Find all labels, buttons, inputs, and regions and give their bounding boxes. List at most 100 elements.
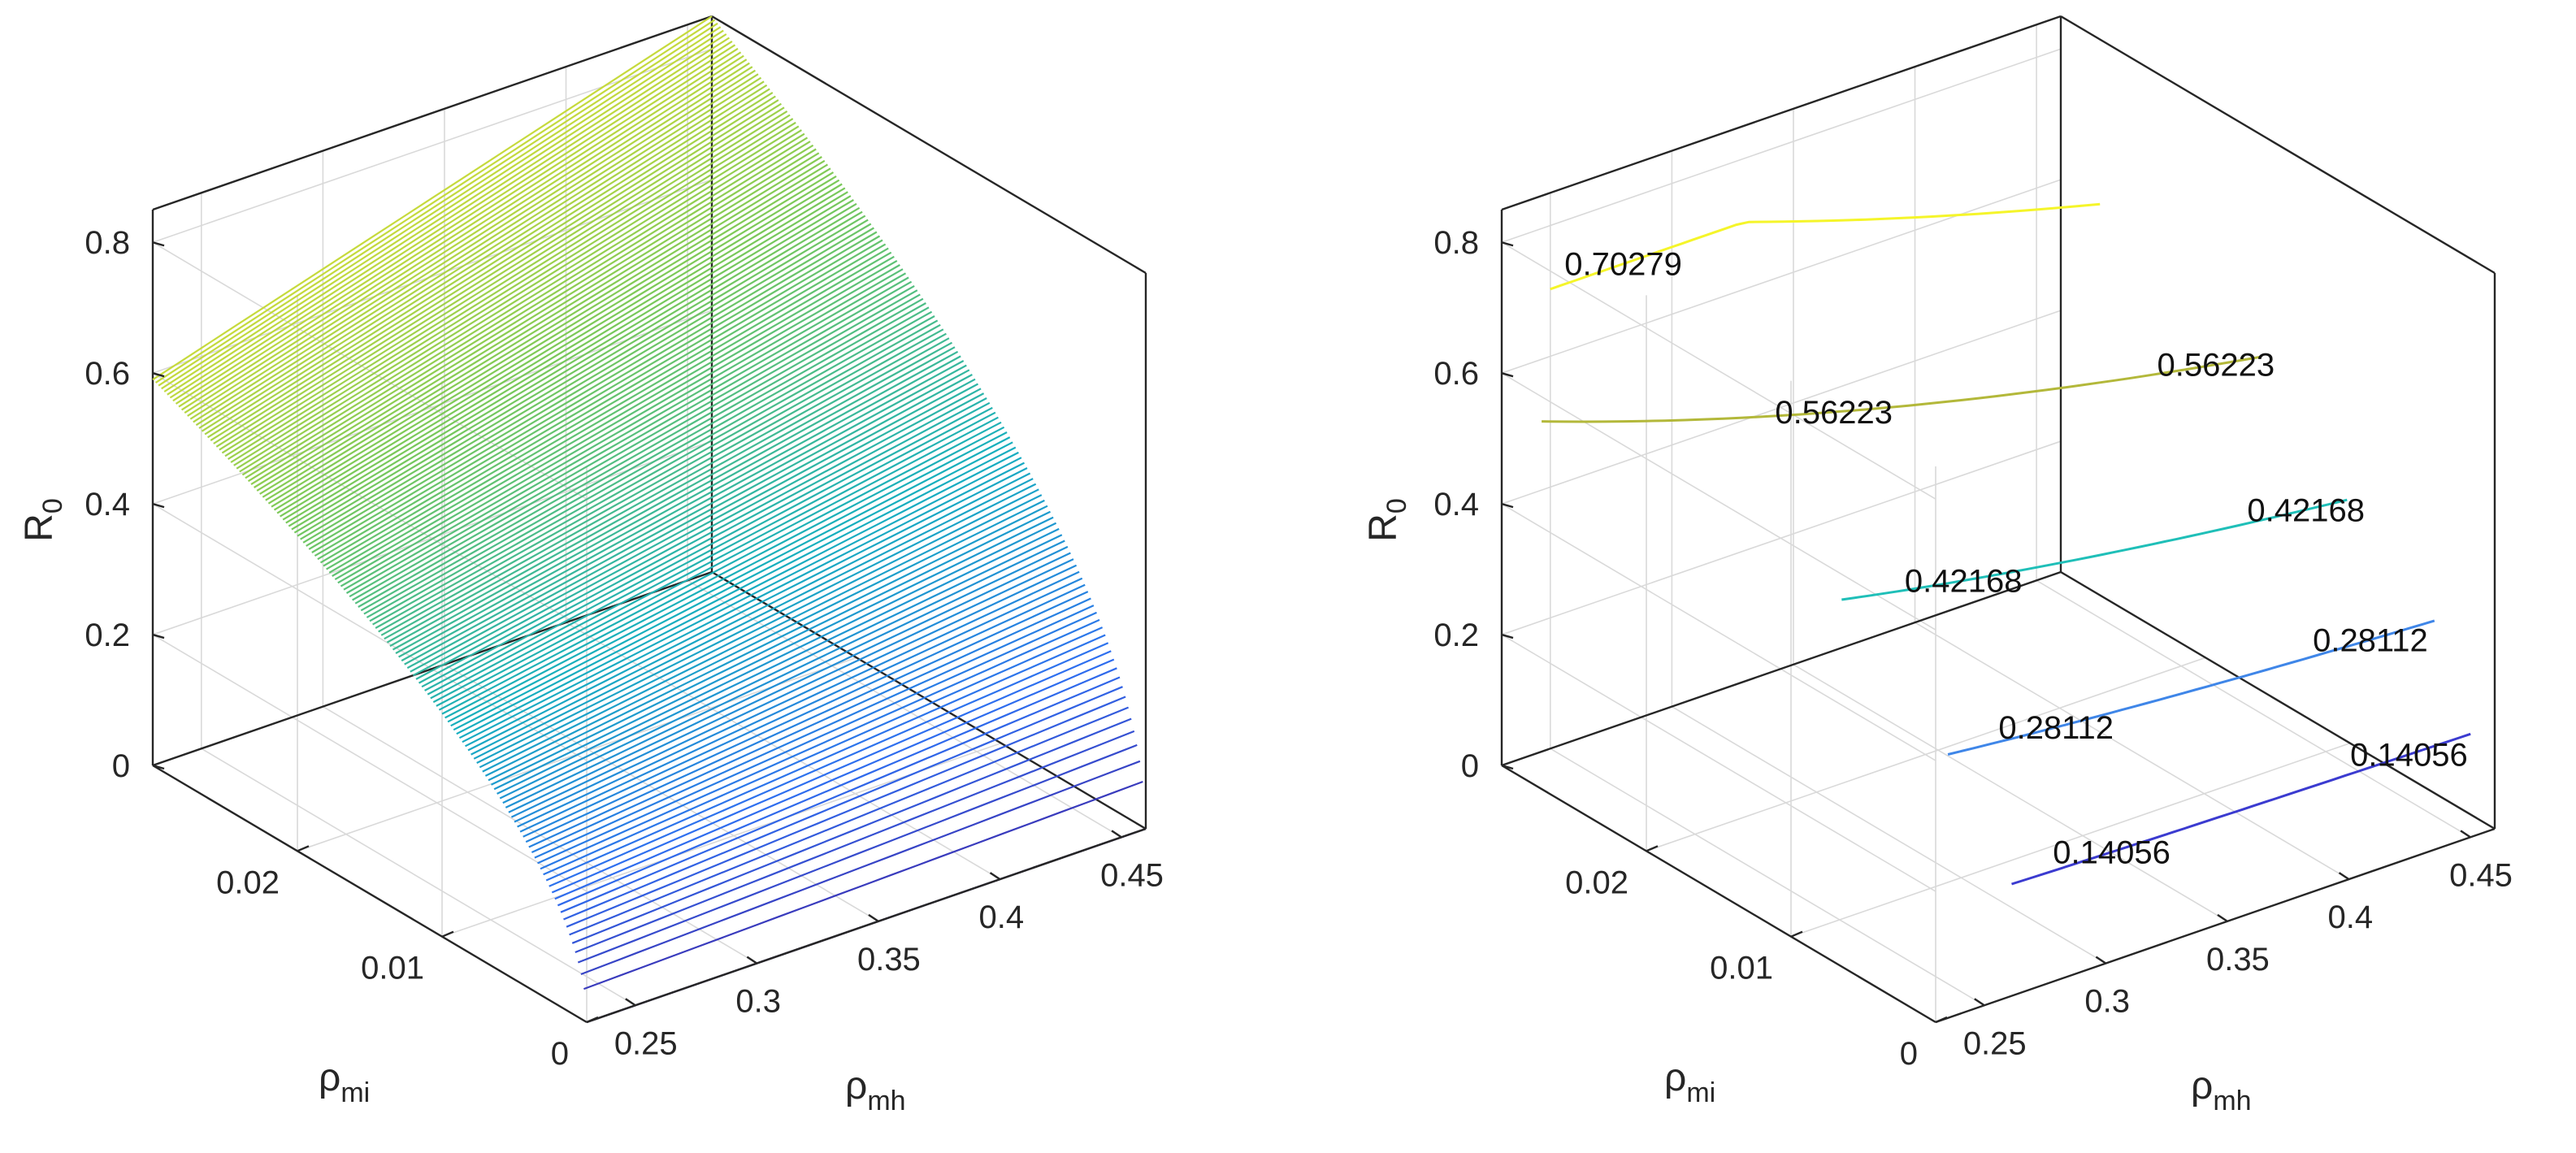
contour-label: 0.28112 — [2313, 622, 2428, 658]
m-tick-label: 0.02 — [216, 865, 280, 900]
surface-mesh-line — [228, 110, 788, 461]
surface-mesh-line — [395, 346, 956, 654]
surface-mesh-line — [169, 37, 730, 399]
surface-mesh-line — [366, 302, 926, 618]
z-tick-mark — [1501, 633, 1514, 639]
box-edge — [152, 15, 713, 211]
right-contour-plot: 0.14056 0.14056 0.28112 0.28112 0.42168 0.421… — [1362, 15, 2513, 1116]
surface-mesh-line — [285, 187, 846, 524]
surface-mesh-line — [424, 392, 985, 691]
surface-mesh-line — [236, 121, 796, 470]
surface-mesh-line — [319, 235, 881, 564]
surface-mesh-line — [392, 341, 953, 651]
surface-mesh-line — [476, 483, 1037, 764]
surface-mesh-line — [155, 19, 716, 384]
x-tick-mark — [2460, 830, 2471, 839]
surface-mesh-line — [158, 22, 718, 387]
contour-line — [1947, 619, 2435, 756]
left-m-axis-label: ρmi — [319, 1056, 370, 1108]
right-m-axis-label: ρmi — [1664, 1056, 1715, 1108]
box-edge — [1501, 764, 1936, 1024]
z-tick-label: 0.8 — [85, 225, 130, 261]
surface-mesh-line — [241, 129, 802, 476]
surface-mesh-line — [219, 99, 779, 451]
contour-label: 0.56223 — [2158, 348, 2275, 384]
surface-mesh-line — [207, 84, 768, 439]
x-tick-label: 0.4 — [979, 899, 1025, 935]
grid-line — [1793, 664, 2228, 922]
surface-mesh-line — [250, 141, 811, 486]
surface-mesh-line — [543, 626, 1104, 876]
surface-mesh-line — [560, 676, 1121, 913]
box-edge — [2060, 15, 2496, 275]
grid-line — [1501, 241, 1936, 500]
surface-mesh-line — [545, 634, 1106, 882]
surface-mesh-line — [184, 54, 744, 414]
surface-mesh-line — [280, 179, 840, 518]
surface-mesh-line — [167, 33, 727, 396]
right-x-axis-label: ρmh — [2191, 1064, 2252, 1116]
surface-mesh-line — [467, 467, 1028, 752]
surface-mesh-line — [441, 421, 1002, 715]
m-tick-mark — [441, 930, 454, 938]
surface-mesh-line — [195, 69, 756, 427]
surface-mesh-line — [334, 255, 895, 581]
box-edge — [1501, 570, 2062, 767]
x-tick-label: 0.35 — [2206, 942, 2270, 977]
z-tick-label: 0.6 — [1433, 356, 1479, 392]
z-tick-label: 0 — [1461, 748, 1479, 784]
grid-line — [201, 748, 636, 1006]
surface-mesh-line — [210, 88, 770, 442]
surface-mesh-line — [328, 247, 889, 574]
surface-mesh-line — [224, 106, 785, 457]
x-tick-label: 0.25 — [614, 1025, 678, 1061]
left-surface — [152, 15, 1147, 1024]
x-tick-label: 0.25 — [1963, 1025, 2027, 1061]
grid-line — [1915, 622, 2349, 880]
surface-mesh-line — [345, 272, 907, 594]
z-tick-mark — [1501, 764, 1514, 770]
surface-mesh-line — [505, 540, 1065, 808]
surface-mesh-line — [380, 323, 941, 636]
right-z-axis-label: R0 — [1362, 498, 1412, 542]
surface-mesh-line — [256, 148, 817, 492]
surface-mesh-line — [254, 144, 814, 488]
m-tick-label: 0 — [1900, 1036, 1918, 1072]
surface-mesh-line — [363, 297, 924, 615]
surface-mesh-line — [306, 215, 866, 547]
surface-mesh-line — [317, 231, 878, 561]
x-tick-mark — [2338, 872, 2350, 881]
box-edge — [2060, 570, 2496, 830]
surface-mesh-line — [308, 219, 869, 550]
surface-mesh-line — [497, 522, 1057, 795]
z-tick-mark — [1501, 502, 1514, 509]
right-ticks: 0 0.2 0.4 0.6 0.8 0 0.01 0.02 0.25 0.3 0.35 0.4 0.45 — [1433, 225, 2513, 1072]
surface-mesh-line — [384, 328, 944, 640]
z-tick-label: 0.2 — [1433, 618, 1479, 653]
x-tick-label: 0.45 — [2449, 857, 2513, 893]
surface-mesh-line — [432, 406, 993, 704]
surface-mesh-line — [517, 564, 1078, 828]
surface-mesh-line — [462, 457, 1022, 743]
surface-mesh-line — [493, 516, 1054, 791]
surface-mesh-line — [161, 26, 722, 390]
surface-mesh-line — [314, 227, 874, 557]
left-box-front — [586, 827, 1147, 1024]
surface-mesh-line — [569, 706, 1130, 936]
grid-line — [1501, 48, 2062, 243]
x-tick-mark — [746, 956, 758, 964]
grid-line — [1501, 503, 1936, 761]
surface-mesh-line — [465, 462, 1025, 748]
z-tick-label: 0.4 — [1433, 487, 1479, 522]
surface-mesh-line — [163, 29, 724, 392]
left-ticks: 0 0.2 0.4 0.6 0.8 0 0.01 0.02 0.25 0.3 0.35 0.4 0.45 — [85, 225, 1164, 1072]
grid-line — [1501, 634, 1936, 892]
surface-mesh-line — [271, 167, 831, 508]
surface-mesh-line — [580, 760, 1141, 976]
z-tick-label: 0.4 — [85, 487, 130, 522]
m-tick-mark — [586, 1016, 599, 1024]
surface-mesh-line — [482, 494, 1043, 773]
surface-mesh-line — [566, 696, 1126, 928]
grid-line — [1501, 372, 1936, 631]
x-tick-label: 0.4 — [2328, 899, 2374, 935]
